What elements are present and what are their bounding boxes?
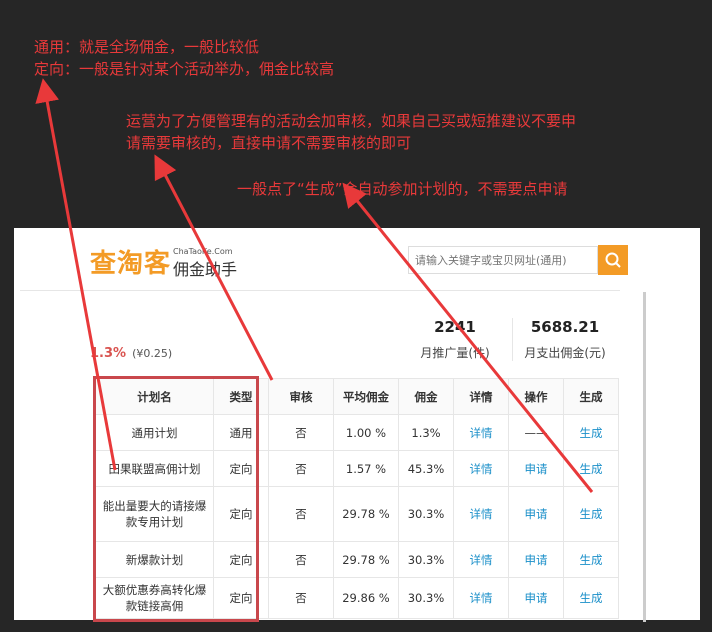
table-cell: 定向: [213, 577, 269, 619]
generate-link[interactable]: 生成: [579, 552, 603, 567]
table-cell: 29.78 %: [333, 541, 399, 578]
table-cell: 新爆款计划: [95, 541, 214, 578]
table-cell: 生成: [563, 486, 619, 542]
scrollbar[interactable]: [643, 292, 646, 622]
logo: 查淘客 ChaTaoKe.Com 佣金助手: [90, 247, 238, 279]
column-header: 计划名: [95, 378, 214, 415]
table-cell: 否: [268, 541, 334, 578]
apply-link[interactable]: 申请: [524, 507, 548, 521]
table-cell: 田果联盟高佣计划: [95, 450, 214, 487]
details-link[interactable]: 详情: [469, 425, 493, 440]
column-header: 佣金: [398, 378, 454, 415]
arrow-generate: [342, 182, 594, 493]
table-cell: 能出量要大的请接爆款专用计划: [95, 486, 214, 542]
table-cell: 详情: [453, 486, 509, 542]
table-cell: 否: [268, 414, 334, 451]
table-cell: 30.3%: [398, 486, 454, 542]
table-cell: 生成: [563, 577, 619, 619]
plan-table: 计划名 类型 审核 平均佣金 佣金 详情 操作 生成 通用计划 通用否 1.00 % 1.3% 详情 —…: [95, 378, 619, 619]
column-header: 操作: [508, 378, 564, 415]
details-link[interactable]: 详情: [469, 552, 493, 567]
table-row: 通用计划 通用否 1.00 % 1.3% 详情 —— 生成: [95, 414, 619, 451]
table-cell: 申请: [508, 450, 564, 487]
table-cell: 1.57 %: [333, 450, 399, 487]
apply-link[interactable]: 申请: [524, 591, 548, 605]
annotation-generate: 一般点了“生成”会自动参加计划的，不需要点申请: [237, 180, 568, 198]
table-cell: 否: [268, 450, 334, 487]
table-cell: 30.3%: [398, 577, 454, 619]
table-cell: 生成: [563, 541, 619, 578]
search-input[interactable]: [408, 246, 598, 274]
table-cell: 生成: [563, 450, 619, 487]
search-button[interactable]: [598, 245, 628, 275]
annotation-type: 通用：就是全场佣金，一般比较低 定向：一般是针对某个活动举办，佣金比较高: [34, 38, 335, 78]
divider: [20, 290, 620, 291]
monthly-sales-stat: 2241 月推广量(件): [420, 318, 490, 360]
search-icon: [605, 252, 621, 268]
table-cell: 大额优惠券高转化爆款链接高佣: [95, 577, 214, 619]
details-link[interactable]: 详情: [469, 461, 493, 476]
table-cell: 1.3%: [398, 414, 454, 451]
table-cell: 详情: [453, 541, 509, 578]
table-cell: 详情: [453, 577, 509, 619]
table-cell: 通用: [213, 414, 269, 451]
table-row: 大额优惠券高转化爆款链接高佣 定向否 29.86 % 30.3% 详情 申请 生成: [95, 577, 619, 619]
table-cell: 生成: [563, 414, 619, 451]
table-cell: 30.3%: [398, 541, 454, 578]
table-cell: 29.86 %: [333, 577, 399, 619]
arrow-review: [154, 154, 274, 381]
column-header: 详情: [453, 378, 509, 415]
generate-link[interactable]: 生成: [579, 591, 603, 605]
arrow-type: [35, 78, 117, 471]
table-cell: 详情: [453, 450, 509, 487]
highlight-box: [93, 376, 259, 622]
table-row: 田果联盟高佣计划 定向否 1.57 % 45.3% 详情 申请 生成: [95, 450, 619, 487]
details-link[interactable]: 详情: [469, 591, 493, 605]
column-header: 平均佣金: [333, 378, 399, 415]
table-cell: 申请: [508, 541, 564, 578]
column-header: 类型: [213, 378, 269, 415]
monthly-commission-stat: 5688.21 月支出佣金(元): [512, 318, 617, 361]
apply-link[interactable]: 申请: [524, 461, 548, 476]
table-cell: 通用计划: [95, 414, 214, 451]
column-header: 生成: [563, 378, 619, 415]
table-cell: 申请: [508, 577, 564, 619]
annotation-review: 运营为了方便管理有的活动会加审核，如果自己买或短推建议不要申 请需要审核的，直接…: [126, 112, 577, 152]
table-cell: 详情: [453, 414, 509, 451]
generate-link[interactable]: 生成: [579, 425, 603, 440]
generate-link[interactable]: 生成: [579, 507, 603, 521]
commission-rate: 1.3% (¥0.25): [90, 346, 173, 361]
apply-link[interactable]: 申请: [524, 552, 548, 567]
table-cell: 否: [268, 577, 334, 619]
table-row: 新爆款计划 定向否 29.78 % 30.3% 详情 申请 生成: [95, 541, 619, 578]
details-link[interactable]: 详情: [469, 507, 493, 521]
generate-link[interactable]: 生成: [579, 461, 603, 476]
column-header: 审核: [268, 378, 334, 415]
